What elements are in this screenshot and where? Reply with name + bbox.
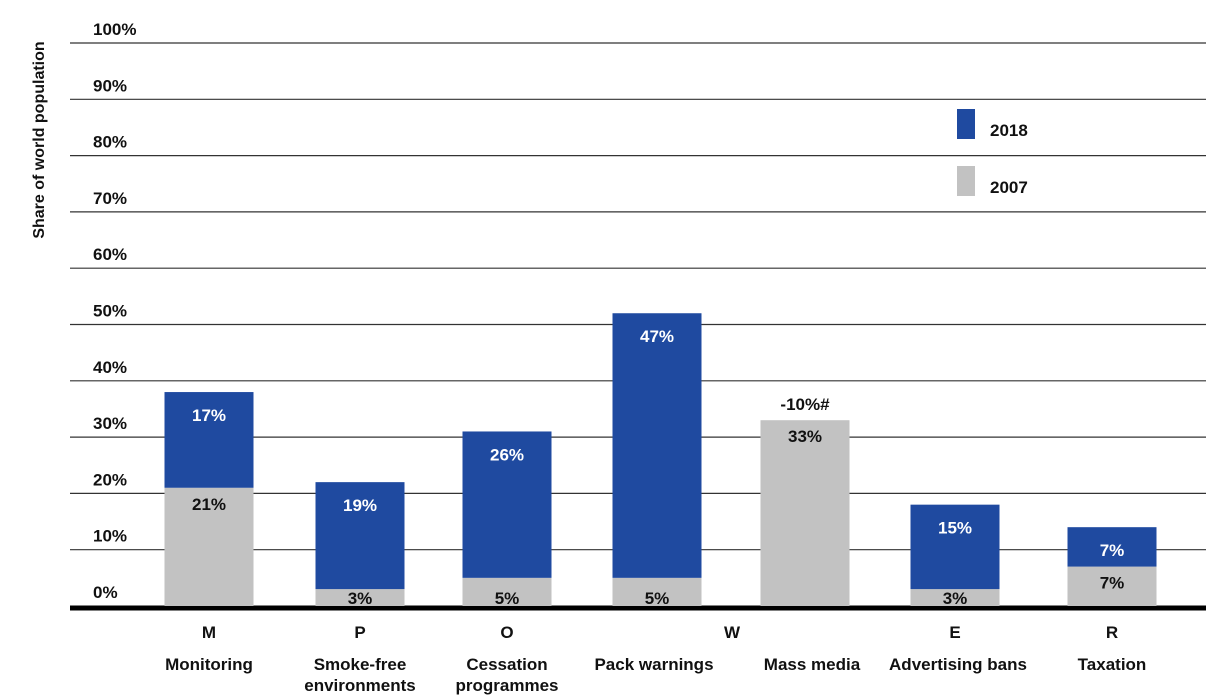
y-tick-label: 70% — [93, 189, 127, 208]
legend-swatch-2018 — [957, 109, 975, 139]
bar-2007 — [462, 577, 552, 606]
data-label-2007: 33% — [788, 427, 822, 446]
legend-label-2018: 2018 — [990, 121, 1028, 140]
data-label-2007: 5% — [645, 589, 670, 608]
data-label-2018: 7% — [1100, 541, 1125, 560]
bar-2007 — [910, 589, 1000, 606]
legend: 2018 2007 — [957, 109, 1028, 197]
y-tick-label: 90% — [93, 76, 127, 95]
category-name: Advertising bans — [889, 655, 1027, 674]
y-tick-label: 60% — [93, 245, 127, 264]
data-label-2007: 3% — [348, 589, 373, 608]
y-tick-label: 20% — [93, 470, 127, 489]
bar-2018 — [164, 392, 254, 488]
bar-2018 — [462, 431, 552, 578]
bar-2018 — [910, 504, 1000, 590]
category-name: Taxation — [1078, 655, 1147, 674]
data-label-2018: 47% — [640, 327, 674, 346]
y-tick-label: 100% — [93, 20, 136, 39]
category-letter: R — [1106, 623, 1118, 642]
category-name: Monitoring — [165, 655, 253, 674]
bar-2018 — [315, 482, 405, 590]
data-label-2007: 21% — [192, 495, 226, 514]
data-labels: 21% 17% 3% 19% 5% 26% 5% 47% 33% 3% 15% 7% 7% -10%# — [192, 327, 1124, 608]
category-name: Cessation — [466, 655, 547, 674]
category-labels: M Monitoring P Smoke-free environments O Cessa… — [165, 623, 1146, 695]
category-name: Smoke-free — [314, 655, 407, 674]
data-label-2007: 5% — [495, 589, 520, 608]
category-letter: M — [202, 623, 216, 642]
bar-2007 — [1067, 566, 1157, 606]
y-tick-label: 30% — [93, 414, 127, 433]
y-axis-title: Share of world population — [31, 41, 48, 238]
category-name: programmes — [456, 676, 559, 695]
bar-2007 — [315, 589, 405, 606]
annotation-label: -10%# — [780, 395, 830, 414]
bars — [164, 313, 1157, 606]
data-label-2018: 26% — [490, 445, 524, 464]
category-letter: E — [949, 623, 960, 642]
legend-swatch-2007 — [957, 166, 975, 196]
data-label-2007: 3% — [943, 589, 968, 608]
y-tick-label: 40% — [93, 358, 127, 377]
bar-2007 — [760, 420, 850, 606]
data-label-2007: 7% — [1100, 574, 1125, 593]
category-letter: P — [354, 623, 365, 642]
y-tick-label: 50% — [93, 302, 127, 321]
category-name: Pack warnings — [594, 655, 713, 674]
category-name: Mass media — [764, 655, 861, 674]
data-label-2018: 15% — [938, 519, 972, 538]
bar-2007 — [164, 487, 254, 606]
category-name: environments — [304, 676, 415, 695]
bar-2007 — [612, 577, 702, 606]
data-label-2018: 19% — [343, 496, 377, 515]
bar-2018 — [1067, 527, 1157, 567]
category-letter: O — [500, 623, 513, 642]
y-tick-label: 0% — [93, 583, 118, 602]
y-axis-ticks: 0% 10% 20% 30% 40% 50% 60% 70% 80% 90% 100% — [93, 20, 136, 602]
data-label-2018: 17% — [192, 406, 226, 425]
bar-2018 — [612, 313, 702, 578]
y-tick-label: 80% — [93, 133, 127, 152]
legend-label-2007: 2007 — [990, 178, 1028, 197]
y-tick-label: 10% — [93, 527, 127, 546]
category-letter: W — [724, 623, 741, 642]
